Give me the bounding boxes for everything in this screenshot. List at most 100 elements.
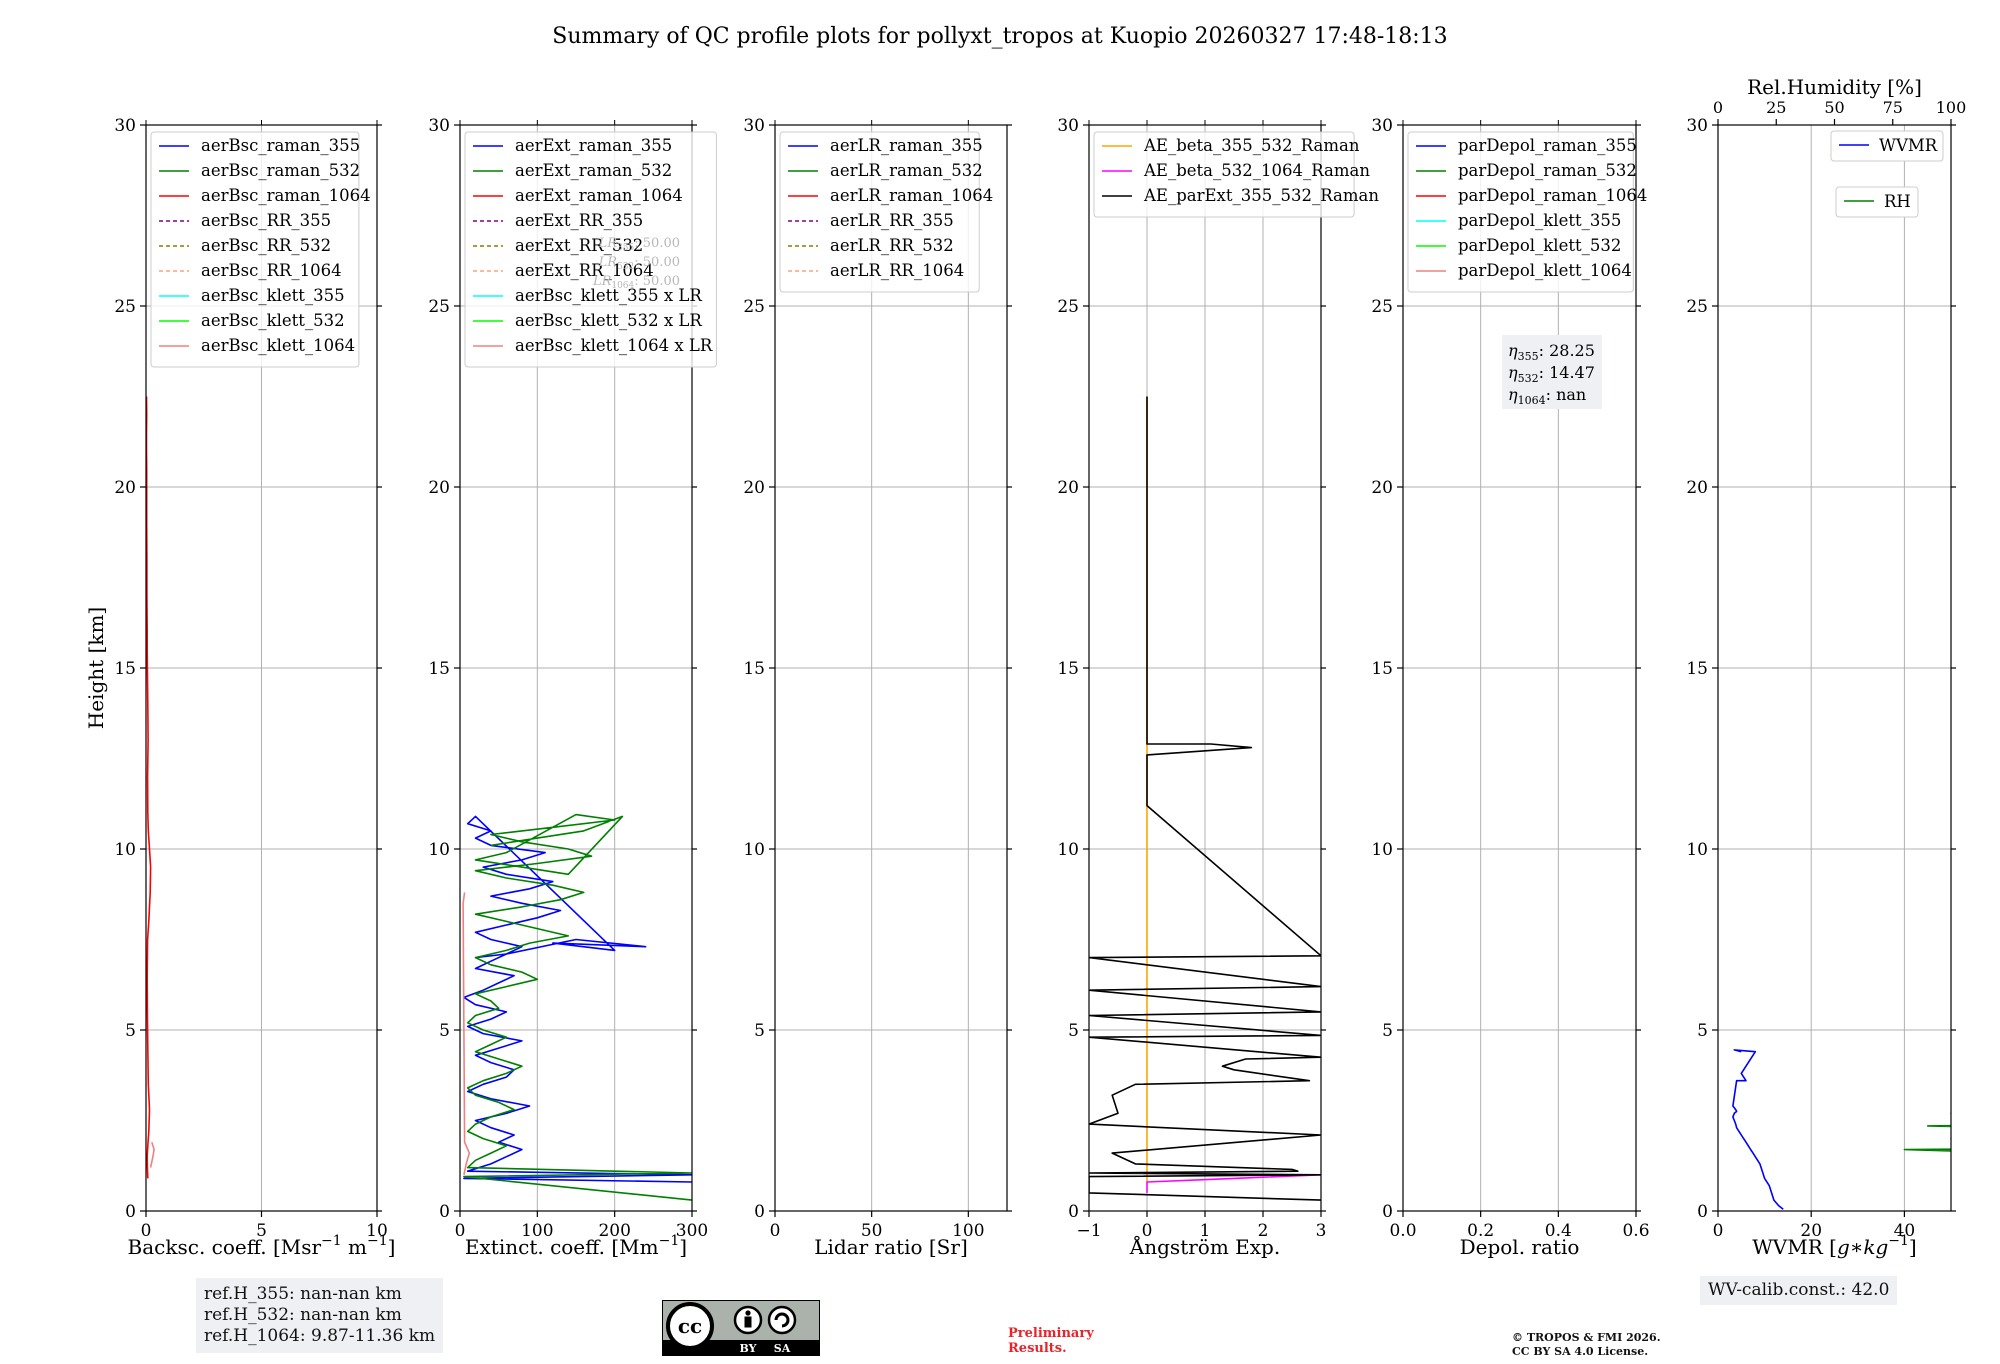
x-tick-label: 0 [1713, 1221, 1724, 1241]
x-axis-label-part: ] [388, 1235, 396, 1259]
legend-box [150, 131, 360, 368]
panel-wv: 0 20 40 0 5 10 15 20 25 30 WVMR [g∗kg−1] 0 25 50 75 100… [1686, 75, 1966, 1259]
eta-colon: : [1546, 385, 1556, 404]
eta-colon: : [1539, 341, 1549, 360]
eta-sub: 532 [1518, 372, 1539, 385]
legend-label: aerBsc_RR_355 [201, 211, 331, 230]
wv-calib-box: WV-calib.const.: 42.0 [1700, 1276, 1898, 1305]
x-tick-label: 20 [1800, 1221, 1822, 1241]
panel-lr: 0 50 100 0 5 10 15 20 25 30 Lidar ratio [Sr] aerLR_… [743, 116, 1012, 1259]
legend-label: aerBsc_klett_532 [201, 311, 345, 330]
series-aerExt_raman_532 [463, 813, 692, 1201]
x-tick-label: 0 [770, 1221, 781, 1241]
lr-sub: 532 [617, 262, 634, 272]
legend-label: parDepol_klett_355 [1458, 211, 1621, 230]
legend-label: parDepol_klett_532 [1458, 236, 1621, 255]
y-tick-label: 10 [1057, 840, 1079, 860]
x-tick-label: 0.4 [1545, 1221, 1572, 1241]
eta-value: 14.47 [1549, 363, 1595, 382]
legend-box [779, 131, 980, 293]
legend-label-wvmr: WVMR [1879, 136, 1938, 155]
y-tick-label: 25 [1057, 297, 1079, 317]
series-aerBsc_klett_1064 [149, 1141, 155, 1168]
x-axis-label-part: m [342, 1235, 367, 1259]
x-axis-label-part: WVMR [ [1752, 1235, 1837, 1259]
legend-label: aerExt_raman_532 [515, 161, 672, 180]
legend-label: aerExt_raman_355 [515, 136, 672, 155]
copyright-line-1: © TROPOS & FMI 2026. [1512, 1331, 1661, 1344]
legend-label: aerLR_raman_1064 [830, 186, 993, 205]
preliminary-line-1: Preliminary [1008, 1326, 1094, 1341]
legend-box-rh [1835, 186, 1919, 218]
y-tick-label: 10 [1686, 840, 1708, 860]
x-tick-label: 200 [598, 1221, 630, 1241]
eta-symbol: η [1508, 385, 1518, 404]
y-tick-label: 0 [1697, 1202, 1708, 1222]
lr-sub: 355 [617, 243, 634, 253]
y-tick-label: 30 [743, 116, 765, 136]
y-tick-label: 5 [1382, 1021, 1393, 1041]
eta-colon: : [1539, 363, 1549, 382]
y-tick-label: 15 [1686, 659, 1708, 679]
y-tick-label: 15 [743, 659, 765, 679]
y-tick-label: 10 [1371, 840, 1393, 860]
eta-symbol: η [1508, 363, 1518, 382]
lr-value: 50.00 [643, 236, 680, 251]
y-tick-label: 20 [1057, 478, 1079, 498]
x-tick-label: 0.0 [1389, 1221, 1416, 1241]
top-x-tick-label: 75 [1883, 98, 1903, 117]
y-tick-label: 20 [1371, 478, 1393, 498]
x-axis-label-part: ] [1909, 1235, 1917, 1259]
y-tick-label: 20 [114, 478, 136, 498]
legend-label: aerLR_RR_1064 [830, 261, 964, 280]
legend-label: AE_parExt_355_532_Raman [1143, 186, 1379, 205]
x-axis-label: WVMR [g∗kg−1] [1752, 1233, 1916, 1259]
legend-label: aerLR_raman_355 [830, 136, 983, 155]
eta-sub: 1064 [1518, 394, 1546, 407]
cc-by-text: BY [740, 1342, 757, 1355]
series-aerBsc_raman_1064 [146, 396, 152, 1179]
legend-label: aerLR_raman_532 [830, 161, 983, 180]
y-tick-label: 25 [114, 297, 136, 317]
y-tick-label: 25 [1371, 297, 1393, 317]
x-tick-label: 0.2 [1467, 1221, 1494, 1241]
y-tick-label: 20 [743, 478, 765, 498]
ref-h-355: ref.H_355: nan-nan km [204, 1284, 402, 1304]
x-axis-label: Ångström Exp. [1129, 1234, 1280, 1259]
y-tick-label: 20 [428, 478, 450, 498]
series-WVMR [1732, 1049, 1784, 1210]
y-tick-label: 30 [1057, 116, 1079, 136]
lr-colon: : [634, 274, 643, 289]
y-tick-label: 10 [428, 840, 450, 860]
y-axis-label: Height [km] [84, 607, 108, 729]
y-tick-label: 25 [428, 297, 450, 317]
lr-note: LR1064: 50.00 [592, 274, 680, 291]
legend-label: AE_beta_532_1064_Raman [1143, 161, 1370, 180]
cc-text: cc [678, 1314, 702, 1338]
x-tick-label: 3 [1316, 1221, 1327, 1241]
panel-ext: 0 100 200 300 0 5 10 15 20 25 30 Extinct. coeff. [M… [428, 116, 717, 1259]
eta-box [1502, 335, 1602, 409]
preliminary-line-2: Results. [1008, 1341, 1067, 1356]
eta-value: nan [1556, 385, 1586, 404]
x-axis-label-part: −1 [659, 1233, 680, 1249]
y-tick-label: 0 [125, 1202, 136, 1222]
eta-note: η355: 28.25 [1508, 341, 1595, 363]
x-tick-label: 100 [952, 1221, 984, 1241]
panel-depol: 0.0 0.2 0.4 0.6 0 5 10 15 20 25 30 Depol. ratio parD… [1371, 116, 1649, 1259]
legend-box [464, 131, 717, 368]
x-tick-label: 50 [861, 1221, 883, 1241]
legend-label: parDepol_raman_355 [1458, 136, 1637, 155]
y-tick-label: 0 [439, 1202, 450, 1222]
y-tick-label: 15 [1057, 659, 1079, 679]
copyright-line-2: CC BY SA 4.0 License. [1512, 1345, 1649, 1358]
lr-colon: : [634, 236, 643, 251]
legend-label: aerExt_RR_1064 [515, 261, 654, 280]
x-axis-label: Lidar ratio [Sr] [814, 1235, 968, 1259]
cc-sa-text: SA [774, 1342, 791, 1355]
top-x-tick-label: 50 [1824, 98, 1844, 117]
lr-symbol: LR [592, 274, 612, 289]
eta-sub: 355 [1518, 350, 1539, 363]
x-axis-label: Backsc. coeff. [Msr−1 m−1] [128, 1233, 396, 1259]
